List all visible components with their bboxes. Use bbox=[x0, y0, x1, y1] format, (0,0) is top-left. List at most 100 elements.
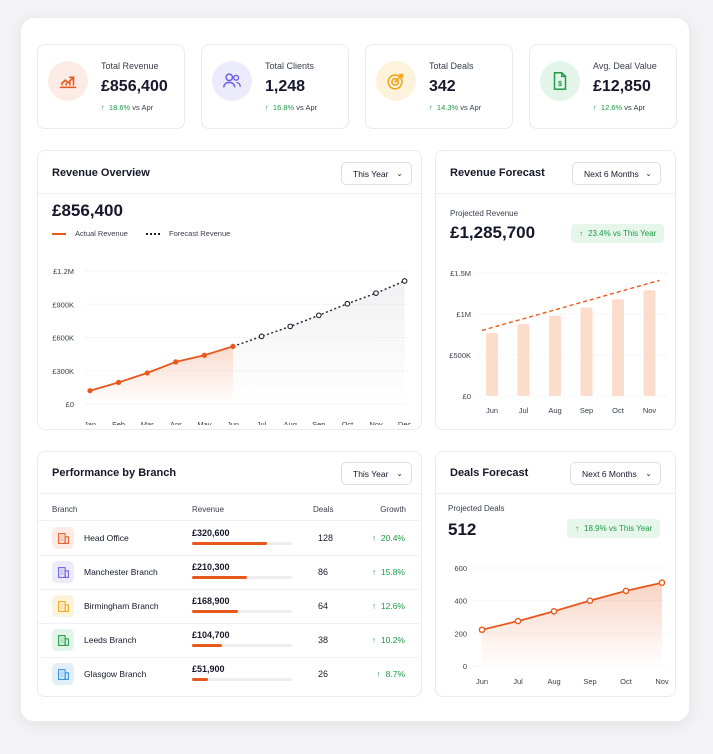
revenue-forecast-change-badge: ↑ 23.4% vs This Year bbox=[571, 224, 665, 243]
deals-forecast-change-badge: ↑ 18.9% vs This Year bbox=[567, 519, 661, 538]
kpi-change-value: 14.3% bbox=[436, 103, 459, 112]
revenue-overview-title: Revenue Overview bbox=[52, 167, 150, 179]
kpi-card: $ Avg. Deal Value £12,850 ↑ 12.6% vs Apr bbox=[529, 44, 677, 129]
x-tick-label: Sep bbox=[312, 420, 325, 425]
forecast-bar bbox=[643, 290, 656, 396]
y-tick-label: £900K bbox=[52, 300, 74, 309]
revenue-overview-period-select[interactable]: This Year ⌄ bbox=[341, 162, 412, 185]
branch-growth: ↑ 10.2% bbox=[372, 635, 405, 645]
y-tick-label: £0 bbox=[463, 392, 471, 401]
forecast-bar bbox=[517, 323, 530, 396]
x-tick-label: Aug bbox=[547, 677, 560, 686]
svg-text:$: $ bbox=[558, 79, 562, 88]
branch-period-select[interactable]: This Year ⌄ bbox=[341, 462, 412, 485]
y-tick-label: £500K bbox=[449, 351, 471, 360]
arrow-up-icon: ↑ bbox=[371, 635, 377, 645]
kpi-change-suffix: vs Apr bbox=[460, 103, 482, 112]
chevron-down-icon: ⌄ bbox=[396, 469, 403, 478]
branch-growth: ↑ 8.7% bbox=[377, 669, 405, 679]
table-row[interactable]: Birmingham Branch £168,900 64 ↑ 12.6% bbox=[38, 589, 420, 623]
branch-name: Leeds Branch bbox=[84, 635, 137, 645]
revenue-forecast-title: Revenue Forecast bbox=[450, 167, 545, 179]
arrow-up-icon: ↑ bbox=[371, 601, 377, 611]
branch-revenue: £210,300 bbox=[192, 562, 230, 572]
revenue-bar-track bbox=[192, 542, 292, 545]
branch-deals: 128 bbox=[318, 533, 334, 543]
kpi-value: 342 bbox=[429, 78, 456, 95]
branch-growth: ↑ 20.4% bbox=[372, 533, 405, 543]
revenue-bar-track bbox=[192, 644, 292, 647]
actual-point bbox=[116, 379, 122, 385]
forecast-point bbox=[373, 290, 379, 297]
column-header-branch[interactable]: Branch bbox=[52, 505, 78, 514]
column-header-growth[interactable]: Growth bbox=[380, 505, 406, 514]
actual-point bbox=[87, 388, 93, 394]
x-tick-label: Jul bbox=[513, 677, 523, 686]
x-tick-label: Jun bbox=[227, 420, 239, 425]
kpi-change-suffix: vs Apr bbox=[132, 103, 154, 112]
projected-revenue-value: £1,285,700 bbox=[450, 223, 536, 242]
x-tick-label: Sep bbox=[580, 406, 593, 415]
legend-forecast-swatch bbox=[146, 232, 160, 235]
branch-growth-value: 15.8% bbox=[380, 567, 405, 577]
y-tick-label: £600K bbox=[52, 334, 74, 343]
forecast-bar bbox=[580, 307, 593, 396]
kpi-card: Total Clients 1,248 ↑ 16.8% vs Apr bbox=[201, 44, 349, 129]
revenue-bar-fill bbox=[192, 576, 247, 579]
table-row[interactable]: Manchester Branch £210,300 86 ↑ 15.8% bbox=[38, 555, 420, 589]
divider bbox=[38, 555, 420, 556]
branch-growth-value: 20.4% bbox=[380, 533, 405, 543]
x-tick-label: Mar bbox=[141, 420, 154, 425]
branch-performance-title: Performance by Branch bbox=[52, 467, 177, 479]
divider bbox=[38, 193, 421, 194]
kpi-label: Avg. Deal Value bbox=[593, 61, 657, 71]
branch-growth: ↑ 15.8% bbox=[372, 567, 405, 577]
forecast-point bbox=[258, 333, 265, 340]
forecast-point bbox=[287, 323, 294, 330]
column-header-deals[interactable]: Deals bbox=[313, 505, 334, 514]
actual-point bbox=[144, 370, 150, 376]
table-row[interactable]: Glasgow Branch £51,900 26 ↑ 8.7% bbox=[38, 657, 420, 691]
kpi-card: Total Deals 342 ↑ 14.3% vs Apr bbox=[365, 44, 513, 129]
table-row[interactable]: Head Office £320,600 128 ↑ 20.4% bbox=[38, 521, 420, 555]
actual-point bbox=[201, 352, 207, 358]
forecast-bar bbox=[486, 332, 498, 396]
y-tick-label: £1.5M bbox=[450, 269, 471, 278]
deals-forecast-period-select[interactable]: Next 6 Months ⌄ bbox=[570, 462, 661, 485]
actual-point bbox=[173, 359, 179, 365]
x-tick-label: Nov bbox=[643, 406, 657, 415]
arrow-up-icon: ↑ bbox=[371, 567, 377, 577]
table-row[interactable]: Leeds Branch £104,700 38 ↑ 10.2% bbox=[38, 623, 420, 657]
arrow-up-icon: ↑ bbox=[101, 103, 105, 112]
deals-forecast-card: Deals Forecast Next 6 Months ⌄ Projected… bbox=[435, 451, 676, 697]
revenue-forecast-period-select[interactable]: Next 6 Months ⌄ bbox=[572, 162, 661, 185]
deals-point bbox=[478, 626, 486, 634]
x-tick-label: Dec bbox=[398, 420, 412, 425]
divider bbox=[38, 493, 421, 494]
revenue-overview-total: £856,400 bbox=[52, 201, 123, 220]
revenue-forecast-chart: £0 £500K £1M £1.5M Jun Jul Aug Sep Oct Nov bbox=[449, 269, 668, 415]
x-tick-label: Oct bbox=[342, 420, 355, 425]
kpi-value: £856,400 bbox=[101, 78, 168, 95]
branch-growth: ↑ 12.6% bbox=[372, 601, 405, 611]
kpi-change-value: 16.8% bbox=[272, 103, 295, 112]
branch-growth-value: 10.2% bbox=[380, 635, 405, 645]
x-tick-label: May bbox=[197, 420, 211, 425]
branch-revenue: £320,600 bbox=[192, 528, 230, 538]
kpi-value: £12,850 bbox=[593, 78, 651, 95]
revenue-bar-track bbox=[192, 576, 292, 579]
kpi-value: 1,248 bbox=[265, 78, 306, 95]
revenue-overview-card: Revenue Overview This Year ⌄ £856,400 Ac… bbox=[37, 150, 422, 430]
actual-area bbox=[90, 346, 233, 404]
deals-line bbox=[481, 581, 663, 631]
divider bbox=[38, 623, 420, 624]
legend-forecast: Forecast Revenue bbox=[146, 229, 230, 238]
x-tick-label: Oct bbox=[612, 406, 625, 415]
deals-point bbox=[622, 587, 630, 595]
arrow-up-icon: ↑ bbox=[265, 103, 269, 112]
chevron-down-icon: ⌄ bbox=[396, 169, 403, 178]
arrow-up-icon: ↑ bbox=[593, 103, 597, 112]
target-icon bbox=[376, 61, 416, 101]
branch-name: Head Office bbox=[84, 533, 129, 543]
column-header-revenue[interactable]: Revenue bbox=[192, 505, 225, 514]
